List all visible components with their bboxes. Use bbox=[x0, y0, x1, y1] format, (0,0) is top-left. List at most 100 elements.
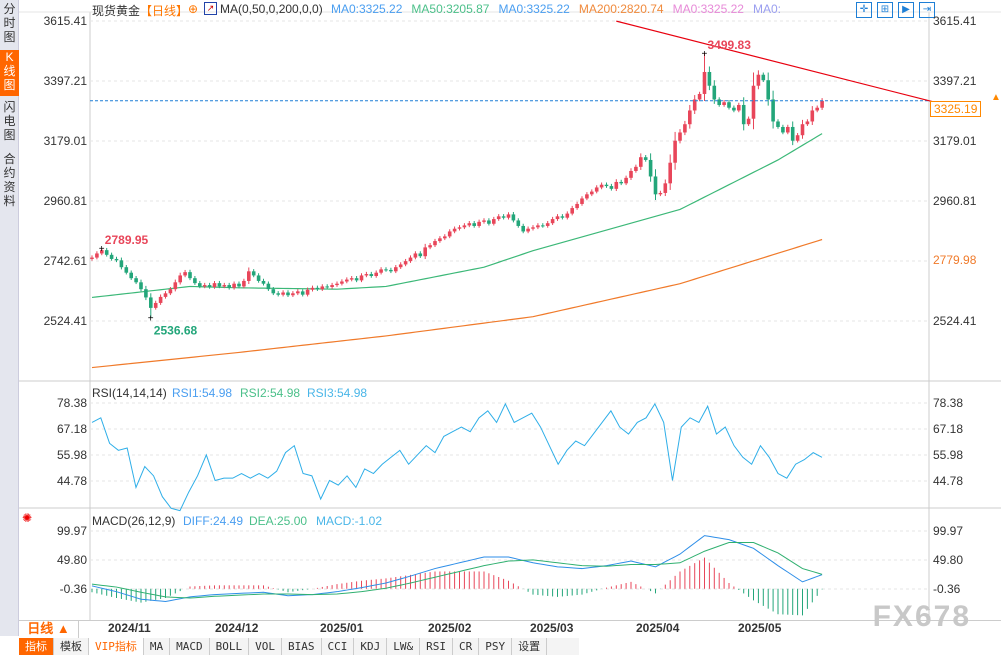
tab-lw&[interactable]: LW& bbox=[387, 638, 421, 655]
candle-body bbox=[251, 271, 256, 276]
candle-body bbox=[286, 292, 290, 296]
tab-psy[interactable]: PSY bbox=[479, 638, 513, 655]
date-tick-label: 2024/11 bbox=[108, 621, 151, 635]
candle-body bbox=[727, 102, 731, 108]
sidebar-item-contract-info[interactable]: 合约资料 bbox=[0, 152, 19, 212]
candle-body bbox=[781, 126, 785, 133]
add-indicator-icon[interactable]: ⊕ bbox=[188, 2, 199, 16]
candle-body bbox=[168, 289, 173, 294]
ma200-axis-label: 2779.98 bbox=[933, 253, 977, 267]
indicator-chart-icon[interactable]: ↗ bbox=[204, 2, 217, 15]
sidebar-item-flash[interactable]: 闪电图 bbox=[0, 100, 19, 148]
macd-tick-label: -0.36 bbox=[933, 582, 961, 596]
candle-body bbox=[153, 302, 158, 308]
candle-body bbox=[104, 250, 109, 255]
period-selector[interactable]: 日线 ▲ bbox=[19, 620, 79, 638]
tab-设置[interactable]: 设置 bbox=[512, 638, 548, 655]
tab-rsi[interactable]: RSI bbox=[420, 638, 453, 655]
candle-body bbox=[516, 220, 521, 226]
price-tick-label: 3179.01 bbox=[933, 133, 977, 148]
candle-body bbox=[472, 223, 476, 226]
candle-body bbox=[521, 225, 525, 232]
candle-body bbox=[741, 104, 746, 125]
candle-body bbox=[212, 283, 217, 287]
sidebar-item-label: 闪电图 bbox=[3, 100, 16, 142]
candle-body bbox=[570, 208, 574, 214]
macd-title: MACD(26,12,9) bbox=[92, 514, 176, 528]
crosshair-icon[interactable]: ✛ bbox=[856, 2, 872, 18]
candle-body bbox=[100, 250, 104, 254]
tab-cr[interactable]: CR bbox=[453, 638, 480, 655]
candle-body bbox=[413, 253, 418, 258]
rsi-tick-label: 78.38 bbox=[933, 396, 964, 410]
sidebar-item-kline[interactable]: K线图 bbox=[0, 50, 19, 96]
rsi3-value: RSI3:54.98 bbox=[307, 386, 368, 400]
diff-value: DIFF:24.49 bbox=[183, 514, 244, 528]
candle-body bbox=[144, 289, 148, 298]
candle-body bbox=[761, 74, 766, 81]
rsi-tick-label: 67.18 bbox=[56, 421, 87, 436]
tab-kdj[interactable]: KDJ bbox=[354, 638, 388, 655]
price-tick-label: 3397.21 bbox=[43, 73, 87, 88]
candle-body bbox=[359, 275, 364, 281]
candle-body bbox=[678, 132, 682, 141]
candle-body bbox=[815, 107, 819, 111]
tab-boll[interactable]: BOLL bbox=[210, 638, 250, 655]
ma200-line bbox=[91, 238, 823, 369]
candle-body bbox=[604, 184, 609, 187]
rsi-tick-label: 67.18 bbox=[933, 421, 964, 436]
candle-body bbox=[364, 274, 369, 276]
rsi-tick-label: 55.98 bbox=[56, 447, 87, 462]
tab-指标[interactable]: 指标 bbox=[19, 638, 54, 655]
tab-vip指标[interactable]: VIP指标 bbox=[89, 638, 144, 655]
price-tick-label: 3615.41 bbox=[43, 14, 87, 28]
candle-body bbox=[232, 283, 236, 288]
play-icon[interactable]: ▶ bbox=[898, 2, 914, 18]
ma-values: MA0:3325.22 MA50:3205.87 MA0:3325.22 MA200:… bbox=[331, 2, 781, 16]
candle-body bbox=[737, 104, 741, 111]
candle-body bbox=[756, 74, 761, 86]
candle-body bbox=[379, 269, 383, 273]
candle-body bbox=[790, 126, 795, 141]
scroll-end-icon[interactable]: ⇥ bbox=[919, 2, 935, 18]
candle-body bbox=[580, 198, 584, 204]
candle-body bbox=[193, 278, 197, 284]
settings-sun-icon[interactable]: ✺ bbox=[22, 511, 33, 525]
candle-body bbox=[609, 186, 614, 189]
tab-模板[interactable]: 模板 bbox=[54, 638, 89, 655]
candle-body bbox=[271, 289, 276, 294]
ma-value: MA0: bbox=[752, 2, 781, 16]
tab-bias[interactable]: BIAS bbox=[282, 638, 322, 655]
candle-body bbox=[536, 225, 540, 228]
candle-body bbox=[712, 85, 717, 100]
candle-body bbox=[717, 99, 721, 105]
candle-body bbox=[349, 278, 354, 280]
price-annotation: 2536.68 bbox=[154, 324, 198, 338]
rsi-title: RSI(14,14,14) bbox=[92, 386, 167, 400]
candle-body bbox=[291, 293, 295, 296]
sidebar-item-timeshare[interactable]: 分时图 bbox=[0, 2, 19, 44]
candle-body bbox=[124, 267, 129, 273]
zoom-range-icon[interactable]: ⊞ bbox=[877, 2, 893, 18]
tab-cci[interactable]: CCI bbox=[322, 638, 355, 655]
tab-ma[interactable]: MA bbox=[144, 638, 171, 655]
candle-body bbox=[242, 280, 246, 287]
candle-body bbox=[766, 80, 770, 100]
tab-macd[interactable]: MACD bbox=[170, 638, 210, 655]
candle-body bbox=[403, 261, 408, 265]
candle-body bbox=[477, 221, 481, 226]
candle-body bbox=[555, 216, 560, 220]
candle-body bbox=[594, 187, 599, 192]
rsi-tick-label: 55.98 bbox=[933, 447, 964, 462]
candle-body bbox=[668, 162, 672, 184]
candle-body bbox=[173, 282, 178, 290]
current-price-tag: 3325.19 bbox=[930, 101, 982, 117]
candle-body bbox=[800, 124, 805, 136]
date-tick-label: 2025/01 bbox=[320, 621, 364, 635]
candle-body bbox=[109, 254, 114, 259]
price-tick-label: 3615.41 bbox=[933, 14, 977, 28]
tab-vol[interactable]: VOL bbox=[249, 638, 282, 655]
macd-tick-label: 49.80 bbox=[933, 553, 964, 567]
price-tick-label: 3179.01 bbox=[43, 133, 87, 148]
